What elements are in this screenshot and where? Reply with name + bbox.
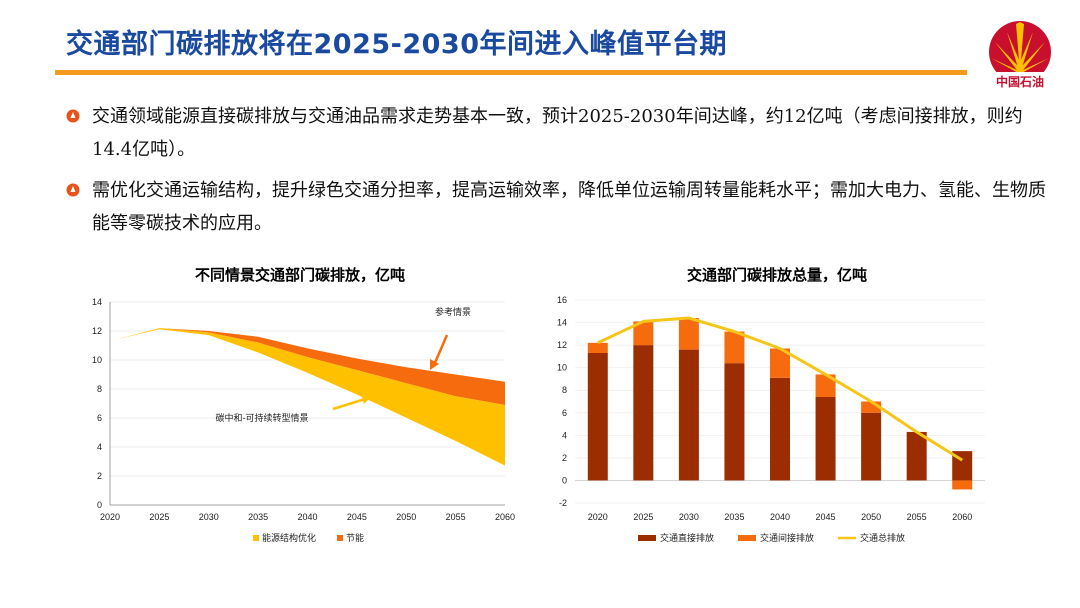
chart1-x-tick: 2055 xyxy=(446,512,466,522)
chart1-y-tick: 4 xyxy=(97,442,102,452)
scenario-emissions-chart: 不同情景交通部门碳排放，亿吨 0 2 4 6 8 10 12 14 2020 2025 2030 20… xyxy=(92,266,515,544)
chart2-legend-label: 交通间接排放 xyxy=(760,532,814,544)
bullet-list: 交通领域能源直接碳排放与交通油品需求走势基本一致，预计2025-2030年间达峰… xyxy=(66,100,1046,248)
chart2-x-tick: 2030 xyxy=(679,512,699,522)
chart2-bar-direct xyxy=(678,349,699,481)
chart1-y-tick: 14 xyxy=(92,297,102,307)
chart2-bar-direct xyxy=(815,396,836,481)
chart2-x-tick: 2025 xyxy=(633,512,653,522)
chart1-x-tick: 2035 xyxy=(248,512,268,522)
chart1-annotation-arrow xyxy=(332,397,366,411)
chart1-legend-swatch xyxy=(253,535,259,541)
chart1-x-tick: 2060 xyxy=(495,512,515,522)
chart2-bar-direct xyxy=(770,377,790,481)
chart1-area-energy-structure xyxy=(110,328,505,466)
chart2-y-tick: 16 xyxy=(557,295,567,305)
chart1-annotation-arrowhead xyxy=(361,394,371,404)
chart2-x-tick: 2055 xyxy=(907,512,927,522)
chart1-y-tick: 8 xyxy=(97,384,102,394)
chart1-y-tick: 2 xyxy=(97,471,102,481)
chart2-y-tick: -2 xyxy=(559,498,567,508)
chart1-y-tick: 10 xyxy=(92,355,102,365)
chart2-y-tick: 10 xyxy=(557,363,567,373)
chart1-x-tick: 2030 xyxy=(199,512,219,522)
chart2-y-tick: 12 xyxy=(557,340,567,350)
chart1-x-tick: 2020 xyxy=(100,512,120,522)
chart1-area-energy-saving xyxy=(110,328,505,405)
chart2-bar-indirect xyxy=(952,480,973,490)
bullet-text: 需优化交通运输结构，提升绿色交通分担率，提高运输效率，降低单位运输周转量能耗水平… xyxy=(92,180,1046,234)
chart2-y-tick: 0 xyxy=(562,475,567,485)
chart2-bar-direct xyxy=(724,363,745,481)
chart1-y-tick: 12 xyxy=(92,326,102,336)
chart1-carbon-neutral-line xyxy=(109,329,506,467)
chart1-x-tick: 2040 xyxy=(297,512,317,522)
chart2-y-tick: 4 xyxy=(562,430,567,440)
chart2-y-tick: 14 xyxy=(557,318,567,328)
chart2-x-tick: 2035 xyxy=(724,512,744,522)
chart2-bar-indirect xyxy=(587,342,608,354)
bullet-item-1: 交通领域能源直接碳排放与交通油品需求走势基本一致，预计2025-2030年间达峰… xyxy=(66,100,1046,166)
chart2-x-tick: 2020 xyxy=(588,512,608,522)
chart2-legend-label: 交通总排放 xyxy=(860,532,905,544)
chart1-legend-swatch xyxy=(337,535,343,541)
chart1-y-tick: 6 xyxy=(97,413,102,423)
chart2-x-tick: 2050 xyxy=(861,512,881,522)
bullet-text: 交通领域能源直接碳排放与交通油品需求走势基本一致，预计2025-2030年间达峰… xyxy=(92,106,1023,160)
chart2-y-tick: 2 xyxy=(562,453,567,463)
chart2-bar-indirect xyxy=(724,331,745,364)
chart2-bar-indirect xyxy=(770,348,790,378)
chart2-legend-label: 交通直接排放 xyxy=(660,532,714,544)
chart2-x-tick: 2040 xyxy=(770,512,790,522)
chart2-legend-swatch xyxy=(738,535,756,541)
chart1-annotation-arrowhead xyxy=(430,359,439,370)
page-title: 交通部门碳排放将在2025-2030年间进入峰值平台期 xyxy=(66,29,727,60)
chart2-legend-swatch xyxy=(638,535,656,541)
chart1-title: 不同情景交通部门碳排放，亿吨 xyxy=(195,266,405,284)
chart1-annotation-arrow xyxy=(432,334,449,366)
total-emissions-chart: 交通部门碳排放总量，亿吨 -2 0 2 4 6 8 10 12 14 16 2020 2025 2030… xyxy=(557,266,985,544)
chart2-title: 交通部门碳排放总量，亿吨 xyxy=(687,266,867,284)
chart2-bar-indirect xyxy=(861,401,882,413)
chart1-x-tick: 2045 xyxy=(347,512,367,522)
bullet-item-2: 需优化交通运输结构，提升绿色交通分担率，提高运输效率，降低单位运输周转量能耗水平… xyxy=(66,174,1046,240)
chart2-bar-indirect xyxy=(633,321,654,346)
chart2-x-tick: 2045 xyxy=(816,512,836,522)
chart2-bar-direct xyxy=(906,431,927,481)
chart1-legend-label: 能源结构优化 xyxy=(262,532,316,544)
chart2-bar-direct xyxy=(633,345,654,481)
chart2-bar-direct xyxy=(861,412,882,481)
chart1-annotation-carbon-neutral: 碳中和-可持续转型情景 xyxy=(215,412,308,424)
chart2-bar-direct xyxy=(587,353,608,481)
bullet-icon xyxy=(66,109,80,123)
logo-text: 中国石油 xyxy=(995,75,1044,89)
chart2-bar-indirect xyxy=(815,374,836,397)
chart1-x-tick: 2050 xyxy=(396,512,416,522)
chart1-legend-label: 节能 xyxy=(346,532,364,544)
chart2-y-tick: 6 xyxy=(562,408,567,418)
chart1-y-tick: 0 xyxy=(97,500,102,510)
chart2-y-tick: 8 xyxy=(562,385,567,395)
title-underline xyxy=(55,70,967,75)
chart1-x-tick: 2025 xyxy=(149,512,169,522)
chart2-x-tick: 2060 xyxy=(952,512,972,522)
chart2-bar-indirect xyxy=(678,318,699,350)
petrochina-logo-icon xyxy=(989,21,1051,89)
chart1-annotation-reference: 参考情景 xyxy=(435,306,471,318)
bullet-icon xyxy=(66,183,80,197)
